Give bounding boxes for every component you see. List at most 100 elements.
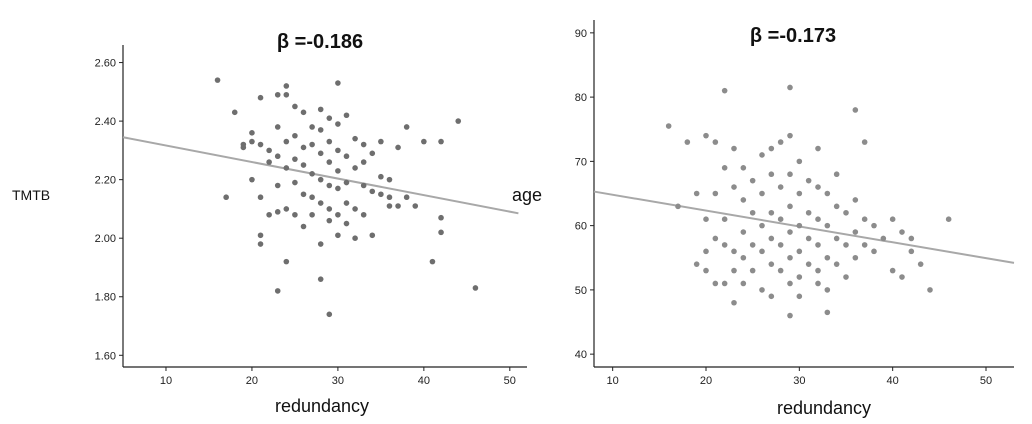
chart-left-data-point (317, 176, 324, 183)
chart-left-data-point (326, 217, 333, 224)
chart-left-data-point (335, 211, 341, 218)
chart-right-x-tick-label: 50 (980, 375, 992, 387)
chart-left-data-point (421, 138, 427, 145)
chart-left-data-point (369, 150, 376, 157)
chart-left-data-point (300, 109, 307, 116)
chart-left-data-point (369, 188, 376, 195)
chart-right-data-point (796, 158, 803, 165)
chart-right-data-point (768, 293, 775, 300)
chart-right-data-point (768, 261, 775, 267)
chart-right-data-point (805, 261, 812, 267)
chart-left-data-point (352, 165, 358, 171)
chart-right-data-point (768, 145, 775, 152)
chart-left-data-point (438, 138, 444, 145)
chart-left-y-tick-label: 2.40 (95, 116, 116, 128)
chart-right-data-point (805, 209, 812, 216)
chart-left-data-point (335, 80, 341, 86)
chart-left-data-point (257, 241, 264, 247)
chart-right-data-point (824, 190, 831, 197)
chart-left-data-point (378, 173, 384, 180)
chart-right-data-point (899, 274, 905, 280)
chart-left-data-point (300, 191, 307, 198)
chart-left-data-point (326, 159, 333, 165)
chart-left-data-point (438, 214, 444, 221)
chart-right-data-point (749, 177, 756, 184)
chart-left-data-point (343, 179, 350, 186)
chart-right-data-point (796, 222, 803, 229)
chart-right-data-point (945, 216, 952, 223)
chart-right-data-point (703, 132, 709, 139)
chart-right-data-point (824, 254, 831, 261)
chart-right-data-point (833, 171, 840, 178)
chart-right-data-point (796, 248, 803, 255)
chart-left-y-tick-label: 1.60 (95, 350, 116, 362)
chart-left-data-point (257, 94, 264, 101)
chart-right-data-point (740, 254, 747, 261)
chart-left-data-point (335, 232, 341, 239)
chart-left-data-point (240, 141, 247, 148)
chart-right-data-point (759, 248, 765, 255)
chart-right-data-point (927, 287, 933, 293)
chart-right-ylabel: age (512, 185, 543, 205)
chart-right-data-point (759, 287, 765, 293)
chart-left-data-point (266, 147, 272, 154)
chart-right-data-point (777, 242, 784, 248)
chart-left-data-point (395, 144, 401, 151)
chart-left-data-point (403, 194, 410, 201)
chart-right-data-point (833, 261, 840, 267)
chart-right-data-point (815, 242, 821, 248)
chart-right-data-point (749, 209, 756, 216)
chart-left-data-point (378, 138, 384, 145)
chart-left-data-point (317, 150, 324, 157)
chart-right-data-point (712, 280, 719, 287)
chart-left-data-point (309, 141, 315, 148)
chart-left-data-point (249, 176, 255, 183)
chart-right-data-point (796, 190, 803, 197)
chart-right-data-point (787, 171, 793, 178)
chart-right-data-point (824, 287, 831, 293)
chart-right-data-point (703, 248, 709, 255)
chart-left-data-point (309, 171, 315, 177)
chart-left-title: β =-0.186 (277, 31, 363, 53)
chart-right-xlabel: redundancy (777, 398, 871, 418)
chart-right-data-point (805, 235, 812, 242)
chart-left-marks: 1.60 1.80 2.00 2.20 2.40 2.60 10 20 30 40 50 (95, 45, 527, 387)
chart-right-y-tick-label: 50 (575, 285, 587, 297)
chart-left-data-point (266, 159, 272, 165)
chart-left-data-point (292, 179, 298, 186)
chart-left-data-point (335, 168, 341, 174)
chart-right-data-point (843, 209, 849, 216)
chart-left-data-point (335, 121, 341, 127)
chart-left-y-tick-label: 2.20 (95, 175, 116, 187)
chart-left-y-tick-label: 2.60 (95, 58, 116, 70)
chart-right-data-point (852, 107, 859, 113)
chart-right-data-point (712, 139, 719, 145)
chart-left-fit-line (122, 136, 519, 215)
chart-right-data-point (815, 145, 821, 152)
chart-right-data-point (908, 235, 915, 242)
chart-left-data-point (214, 77, 221, 83)
chart-left-data-point (317, 276, 324, 282)
chart-right-y-tick-label: 80 (575, 92, 587, 104)
chart-left-data-point (223, 194, 229, 201)
chart-right-data-point (749, 242, 756, 248)
chart-left: 1.60 1.80 2.00 2.20 2.40 2.60 10 20 30 40 50 β =-0… (95, 31, 527, 416)
chart-left-data-point (283, 138, 290, 145)
chart-right-data-point (824, 222, 831, 229)
chart-left-data-point (292, 132, 298, 139)
chart-left-data-point (283, 83, 290, 89)
chart-left-data-point (378, 191, 384, 198)
chart-right-y-tick-label: 60 (575, 221, 587, 233)
chart-right-data-point (787, 312, 793, 319)
chart-right-data-point (759, 152, 765, 158)
chart-left-data-point (274, 124, 281, 130)
chart-left-data-point (429, 258, 436, 265)
chart-right-data-point (768, 209, 775, 216)
chart-right-data-point (917, 261, 924, 267)
chart-left-data-point (326, 115, 333, 121)
chart-left-x-tick-label: 10 (160, 375, 172, 387)
chart-right-data-point (787, 203, 793, 210)
chart-left-data-point (360, 182, 367, 189)
chart-right-data-point (712, 235, 719, 242)
chart-left-data-point (352, 235, 358, 241)
